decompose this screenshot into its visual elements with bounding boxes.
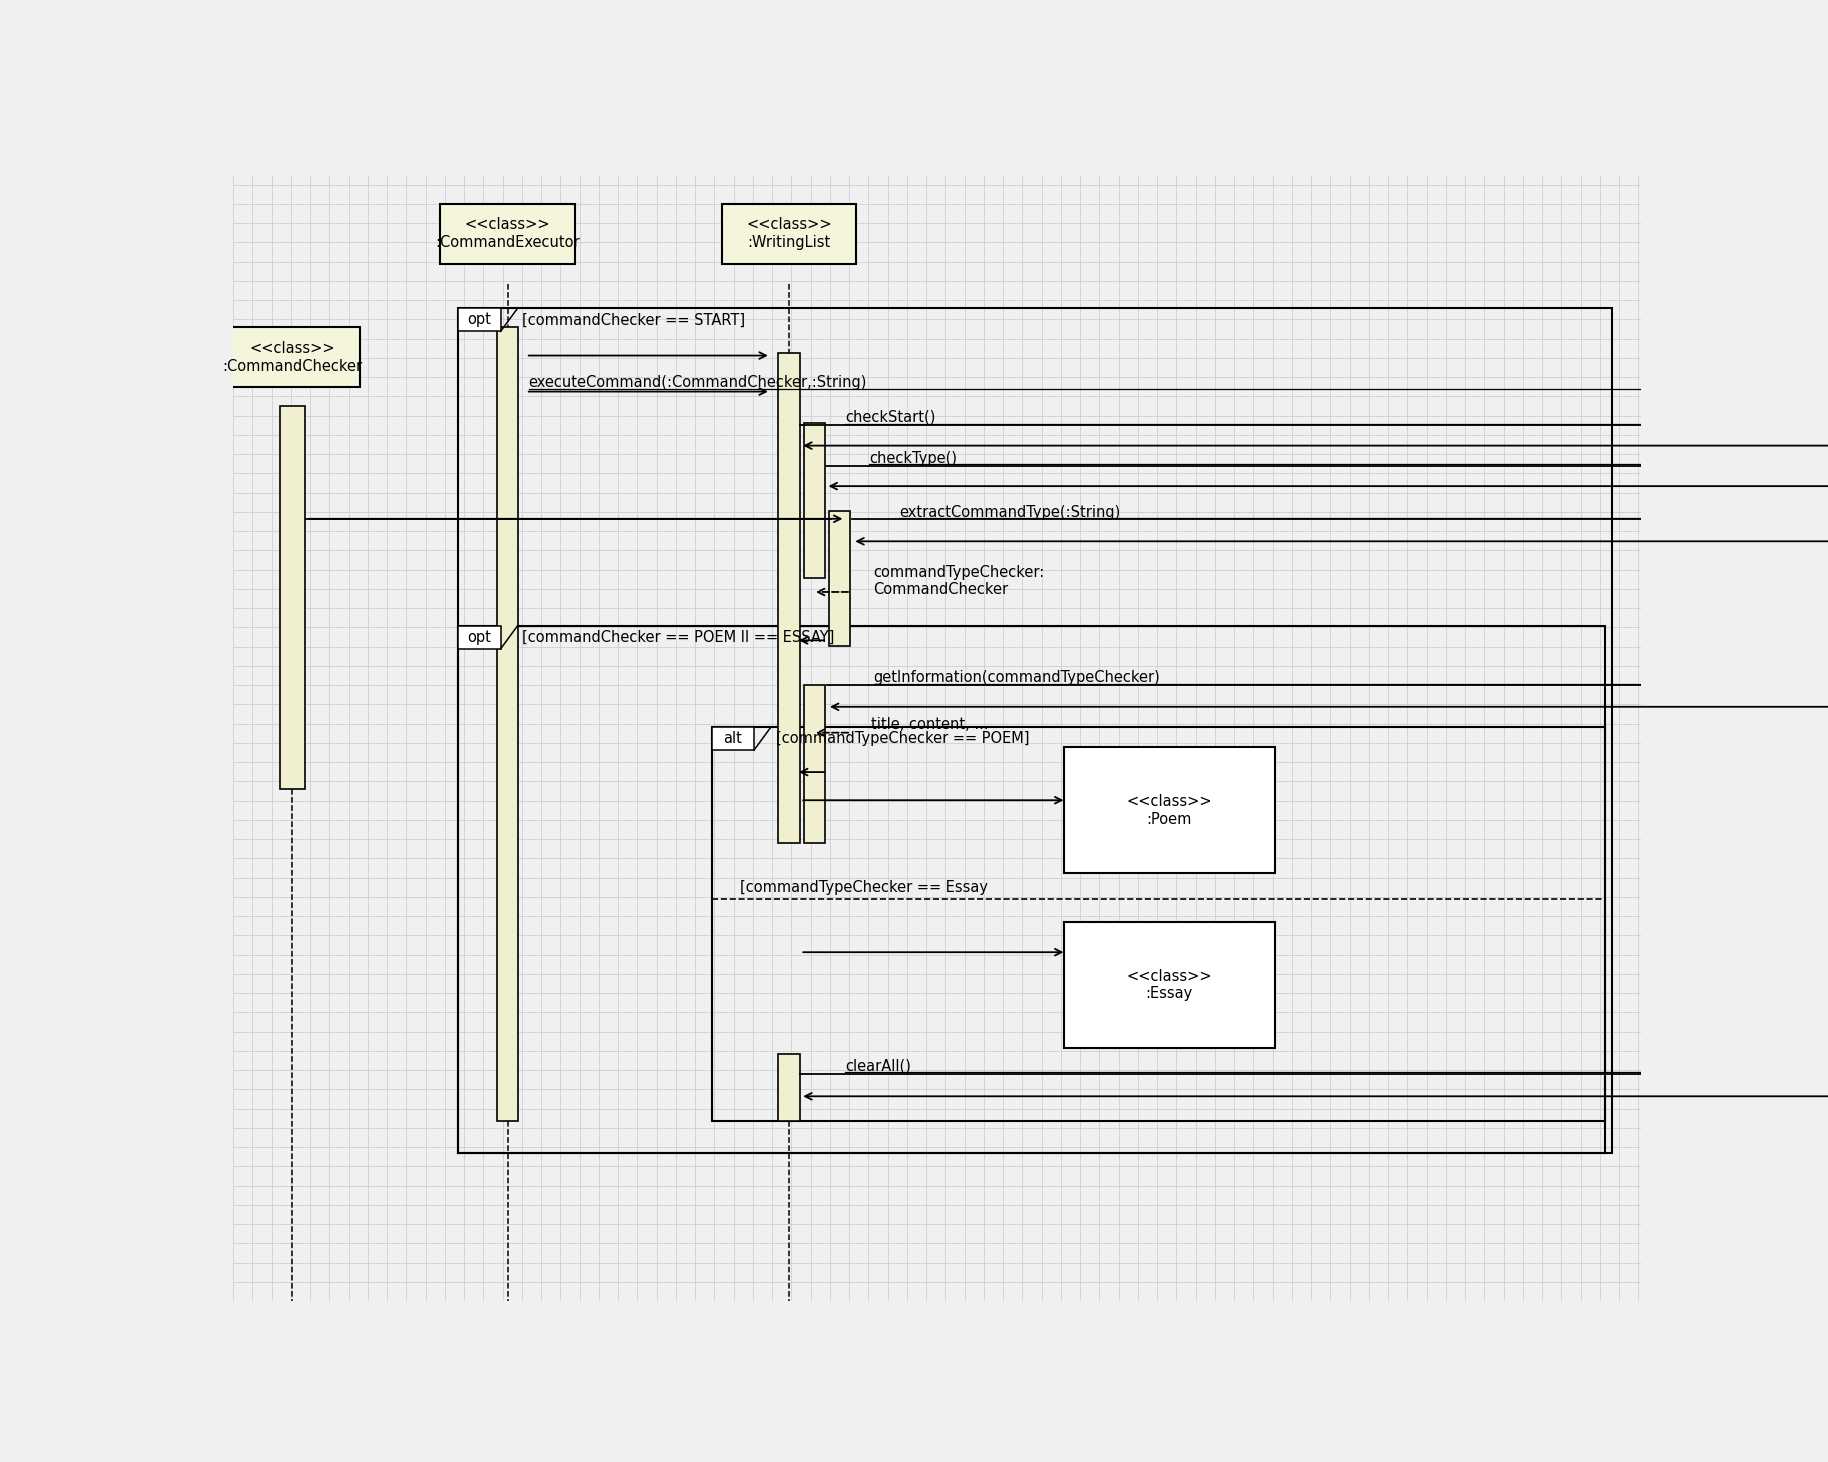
Bar	[280, 406, 305, 789]
Text: <<class>>
:CommandChecker: <<class>> :CommandChecker	[223, 341, 362, 374]
Bar	[804, 423, 824, 579]
Text: clearAll(): clearAll()	[845, 1058, 910, 1073]
Bar	[1064, 747, 1274, 873]
Bar	[779, 1054, 799, 1121]
Bar	[459, 626, 501, 649]
Text: [commandChecker == POEM II == ESSAY]: [commandChecker == POEM II == ESSAY]	[523, 630, 835, 645]
Text: title, content, ...: title, content, ...	[870, 718, 989, 732]
Text: checkType(): checkType()	[870, 450, 958, 465]
Text: alt: alt	[724, 731, 742, 746]
Bar	[711, 727, 753, 750]
Bar	[722, 203, 857, 263]
Bar	[225, 327, 360, 387]
Text: commandTypeChecker:
CommandChecker: commandTypeChecker: CommandChecker	[874, 564, 1046, 596]
Bar	[459, 308, 1612, 1152]
Text: opt: opt	[468, 313, 492, 327]
Text: executeCommand(:CommandChecker,:String): executeCommand(:CommandChecker,:String)	[528, 376, 866, 390]
Bar	[804, 686, 824, 844]
Text: <<class>>
:WritingList: <<class>> :WritingList	[746, 218, 832, 250]
Text: <<class>>
:Essay: <<class>> :Essay	[1126, 969, 1212, 1001]
Bar	[711, 727, 1605, 1121]
Text: [commandTypeChecker == POEM]: [commandTypeChecker == POEM]	[775, 731, 1029, 746]
Text: opt: opt	[468, 630, 492, 645]
Text: extractCommandType(:String): extractCommandType(:String)	[899, 504, 1121, 519]
Text: <<class>>
:CommandExecutor: <<class>> :CommandExecutor	[435, 218, 579, 250]
Text: getInformation(commandTypeChecker): getInformation(commandTypeChecker)	[874, 670, 1161, 686]
Bar	[459, 308, 501, 332]
Text: <<class>>
:Poem: <<class>> :Poem	[1126, 794, 1212, 826]
Bar	[1064, 923, 1274, 1048]
Text: checkStart(): checkStart()	[845, 409, 936, 425]
Text: [commandTypeChecker == Essay: [commandTypeChecker == Essay	[740, 880, 987, 895]
Bar	[830, 510, 850, 646]
Bar	[459, 626, 1605, 1152]
Text: [commandChecker == START]: [commandChecker == START]	[523, 313, 746, 327]
Bar	[779, 354, 799, 844]
Bar	[441, 203, 576, 263]
Bar	[497, 327, 517, 1121]
